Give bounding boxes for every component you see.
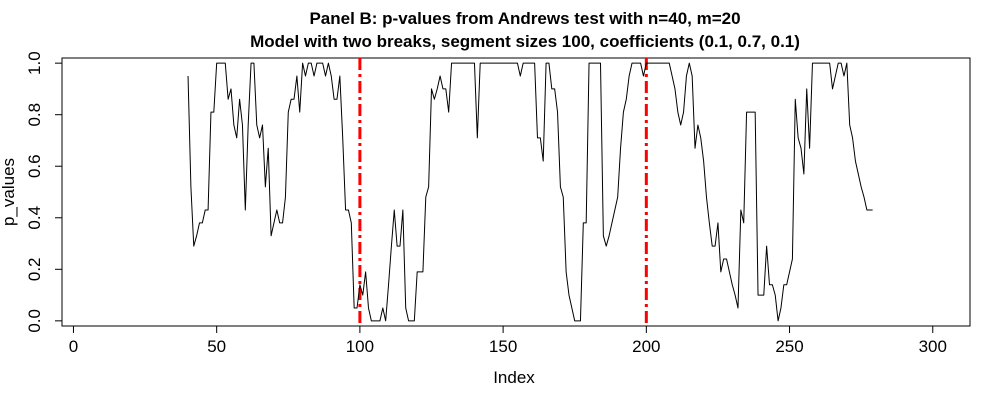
break-lines [358, 58, 648, 326]
series-group [187, 62, 873, 322]
y-tick-label: 0.8 [25, 103, 44, 127]
x-tick-label: 0 [69, 337, 78, 356]
plot-frame [61, 57, 971, 327]
x-tick-label: 300 [919, 337, 947, 356]
chart-title: Panel B: p-values from Andrews test with… [309, 9, 740, 28]
x-tick-label: 250 [775, 337, 803, 356]
x-axis: 0 50 100 150 200 250 300 [69, 325, 947, 356]
y-axis-label: p_values [0, 158, 18, 226]
y-tick-label: 0.0 [25, 309, 44, 333]
y-axis: 0.0 0.2 0.4 0.6 0.8 1.0 [25, 51, 63, 333]
y-tick-label: 0.4 [25, 206, 44, 230]
y-tick-label: 0.6 [25, 154, 44, 178]
x-axis-label: Index [493, 368, 535, 387]
y-tick-label: 1.0 [25, 51, 44, 75]
series-line [187, 62, 873, 322]
x-tick-label: 100 [346, 337, 374, 356]
x-tick-label: 50 [207, 337, 226, 356]
chart-subtitle: Model with two breaks, segment sizes 100… [250, 32, 800, 51]
x-tick-label: 150 [489, 337, 517, 356]
x-tick-label: 200 [632, 337, 660, 356]
y-tick-label: 0.2 [25, 257, 44, 281]
